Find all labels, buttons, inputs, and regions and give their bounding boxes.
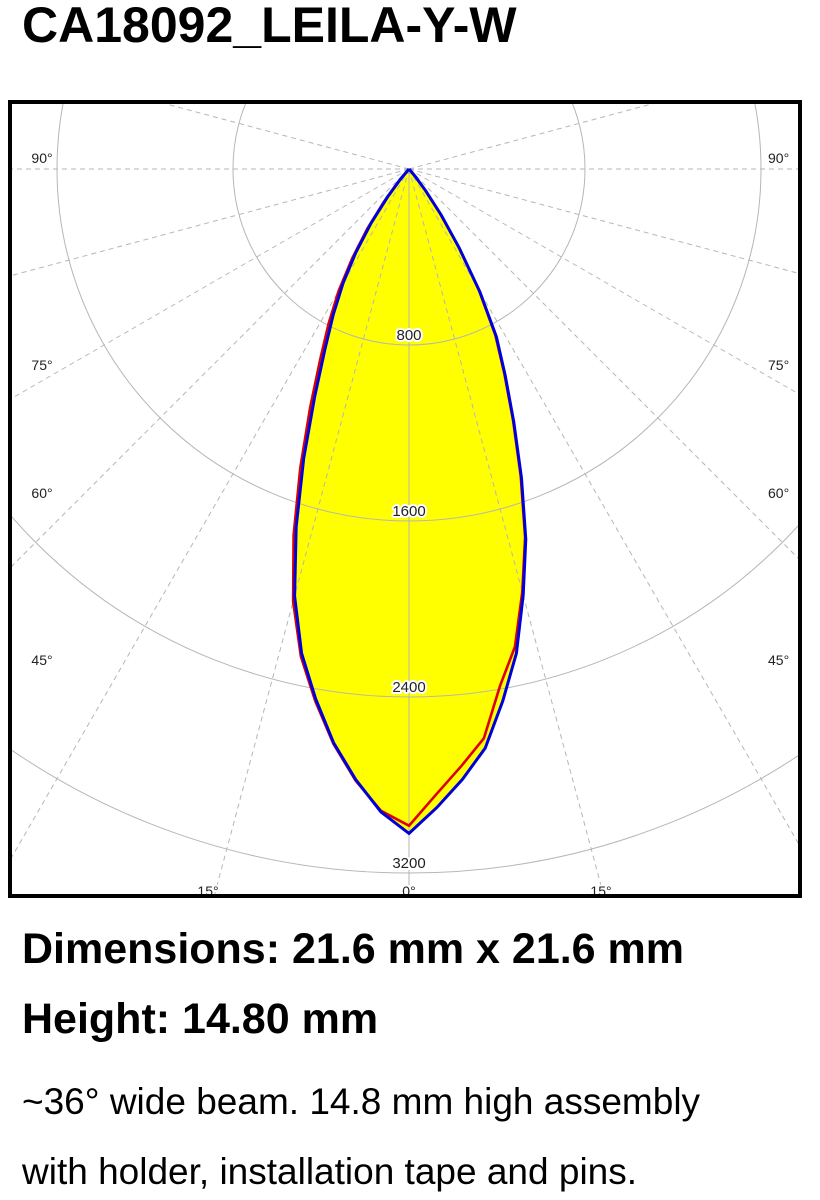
grid-radial-line (408, 168, 604, 894)
angle-label-right: 75° (768, 357, 789, 373)
angle-label-left: 45° (31, 652, 52, 668)
grid-circle (12, 749, 798, 874)
chart-svg: 90°75°60°45°36°90°75°60°45°36°15°0°15°80… (12, 104, 798, 894)
grid-radial-line (408, 168, 798, 395)
grid-radial-line (12, 168, 410, 276)
angle-label-right: 60° (768, 485, 789, 501)
angle-label-right: 45° (768, 652, 789, 668)
dimensions-text: Dimensions: 21.6 mm x 21.6 mm (22, 925, 685, 973)
height-text: Height: 14.80 mm (22, 995, 379, 1043)
grid-circle (12, 516, 798, 698)
angle-label-bottom: 15° (197, 883, 218, 894)
grid-radial-line (12, 168, 410, 399)
angle-label-right: 90° (768, 150, 789, 166)
grid-circle (232, 104, 586, 346)
grid-radial-line (12, 168, 410, 567)
angle-label-bottom: 0° (402, 883, 415, 894)
radial-tick-label: 2400 (392, 679, 425, 696)
angle-label-left: 60° (31, 485, 52, 501)
angle-label-left: 75° (31, 357, 52, 373)
radial-tick-label: 800 (396, 327, 421, 344)
polar-intensity-chart: 90°75°60°45°36°90°75°60°45°36°15°0°15°80… (8, 100, 802, 898)
grid-radial-line (408, 168, 798, 844)
angle-label-bottom: 15° (590, 883, 611, 894)
grid-radial-line (408, 168, 798, 559)
grid-radial-line (164, 104, 410, 170)
grid-radial-line (408, 168, 798, 274)
radial-tick-label: 1600 (392, 503, 425, 520)
grid-radial-line (214, 168, 410, 894)
page-title: CA18092_LEILA-Y-W (22, 0, 517, 53)
description-line-2: with holder, installation tape and pins. (22, 1151, 638, 1192)
grid-circle (56, 104, 762, 522)
description-line-1: ~36° wide beam. 14.8 mm high assembly (22, 1081, 701, 1122)
curve-c0-blue (293, 168, 528, 836)
radial-tick-label: 3200 (392, 855, 425, 872)
grid-radial-line (408, 104, 654, 170)
angle-label-left: 90° (31, 150, 52, 166)
grid-radial-line (12, 168, 410, 858)
